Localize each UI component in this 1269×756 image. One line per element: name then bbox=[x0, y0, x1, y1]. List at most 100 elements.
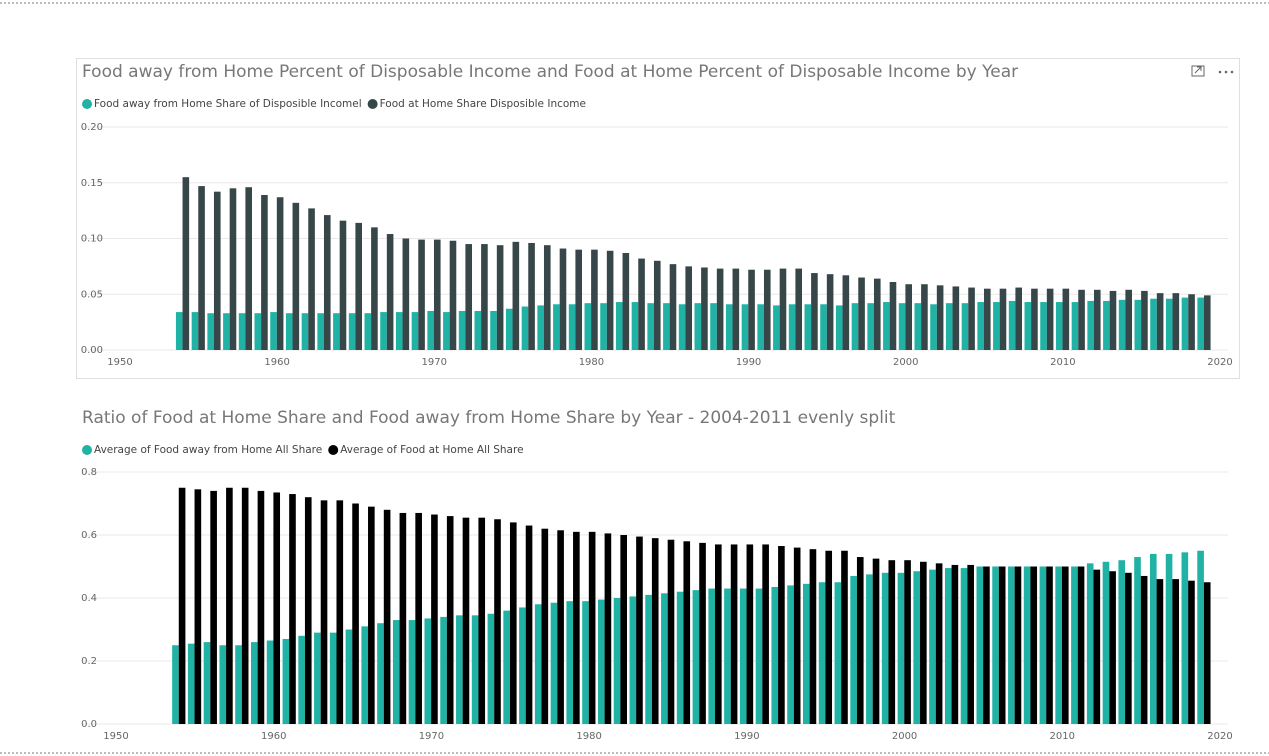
y-tick-label: 0.15 bbox=[81, 178, 103, 189]
bar bbox=[889, 281, 897, 350]
bar bbox=[317, 313, 324, 350]
bar bbox=[787, 585, 794, 724]
bar bbox=[1061, 566, 1069, 724]
bar bbox=[935, 563, 943, 724]
bar bbox=[1125, 289, 1132, 350]
bar bbox=[575, 249, 582, 350]
bar bbox=[615, 302, 623, 350]
bar bbox=[223, 313, 230, 350]
bar bbox=[487, 613, 495, 724]
bar bbox=[944, 568, 952, 724]
bar bbox=[336, 500, 344, 724]
bar bbox=[976, 566, 984, 724]
bar bbox=[1024, 302, 1032, 350]
bar bbox=[841, 550, 848, 724]
bar bbox=[826, 274, 834, 350]
bar bbox=[757, 304, 764, 350]
bar bbox=[961, 303, 969, 350]
bar bbox=[1031, 288, 1038, 350]
bar bbox=[945, 303, 953, 350]
bar bbox=[952, 286, 960, 350]
bar bbox=[968, 287, 975, 350]
bar bbox=[462, 517, 470, 724]
bar bbox=[793, 547, 801, 724]
bar bbox=[591, 249, 598, 350]
legend-label: Food away from Home Share of Disposible … bbox=[94, 98, 362, 110]
bar bbox=[333, 313, 340, 350]
bar bbox=[509, 522, 517, 724]
bar bbox=[685, 266, 692, 350]
bar bbox=[1134, 299, 1142, 350]
bar bbox=[669, 264, 677, 350]
bar bbox=[210, 490, 217, 724]
bar bbox=[566, 601, 574, 724]
bar bbox=[456, 615, 463, 724]
bar bbox=[732, 268, 740, 350]
x-tick-label: 1960 bbox=[264, 357, 289, 368]
more-options-icon[interactable] bbox=[1218, 70, 1234, 74]
bar bbox=[1077, 566, 1085, 724]
y-tick-label: 0.2 bbox=[81, 656, 97, 667]
focus-mode-icon[interactable] bbox=[1191, 65, 1205, 77]
x-tick-label: 2000 bbox=[893, 357, 918, 368]
bar bbox=[920, 561, 927, 724]
bar bbox=[645, 594, 652, 724]
bar bbox=[983, 288, 991, 350]
bar bbox=[371, 227, 378, 350]
bar bbox=[921, 284, 928, 350]
bar bbox=[724, 588, 731, 724]
bar bbox=[834, 582, 842, 724]
bar bbox=[951, 564, 959, 724]
bar bbox=[415, 512, 422, 724]
bar bbox=[1150, 298, 1157, 350]
y-tick-label: 0.10 bbox=[81, 234, 103, 245]
bar bbox=[377, 623, 384, 724]
bar bbox=[820, 304, 827, 350]
bar bbox=[229, 188, 237, 350]
legend-marker bbox=[82, 445, 92, 455]
chart-title: Food away from Home Percent of Disposabl… bbox=[82, 62, 1018, 82]
bar bbox=[458, 310, 466, 350]
bar bbox=[872, 558, 880, 724]
bar bbox=[622, 252, 630, 350]
bar bbox=[339, 220, 347, 350]
bar bbox=[298, 635, 305, 724]
x-tick-label: 1960 bbox=[261, 731, 286, 742]
bar bbox=[1203, 582, 1211, 724]
bar bbox=[755, 588, 763, 724]
bar bbox=[1103, 300, 1110, 350]
bar bbox=[364, 313, 372, 350]
bar bbox=[521, 306, 529, 350]
bar bbox=[1030, 566, 1038, 724]
bar bbox=[440, 616, 447, 724]
x-tick-label: 2020 bbox=[1207, 731, 1232, 742]
bar bbox=[1118, 299, 1126, 350]
bar bbox=[1125, 572, 1132, 724]
bar bbox=[481, 244, 488, 350]
bar bbox=[1172, 579, 1179, 724]
bar bbox=[667, 539, 675, 724]
bar bbox=[1055, 566, 1062, 724]
bar bbox=[795, 268, 802, 350]
bar bbox=[803, 583, 810, 724]
bar bbox=[304, 497, 312, 724]
bar bbox=[191, 312, 199, 350]
x-tick-label: 1990 bbox=[734, 731, 759, 742]
bar bbox=[226, 487, 233, 724]
bar bbox=[235, 645, 242, 724]
bar bbox=[699, 542, 706, 724]
bar bbox=[1149, 553, 1157, 724]
bar bbox=[905, 284, 912, 350]
bar bbox=[172, 645, 179, 724]
bar bbox=[345, 629, 353, 724]
bar bbox=[266, 640, 274, 724]
bar bbox=[741, 304, 749, 350]
x-tick-label: 1950 bbox=[103, 731, 128, 742]
bar bbox=[261, 195, 268, 350]
bar bbox=[241, 487, 249, 724]
bar bbox=[496, 245, 504, 350]
bar bbox=[631, 302, 639, 350]
bar bbox=[1071, 566, 1078, 724]
bar bbox=[443, 312, 450, 350]
bar bbox=[1014, 566, 1022, 724]
